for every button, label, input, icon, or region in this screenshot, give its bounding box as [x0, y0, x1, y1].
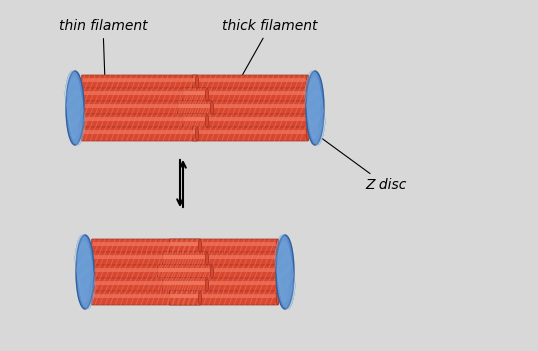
FancyBboxPatch shape [179, 104, 307, 108]
Ellipse shape [276, 291, 279, 305]
Ellipse shape [307, 77, 321, 139]
Ellipse shape [76, 235, 94, 309]
Ellipse shape [306, 127, 309, 140]
FancyBboxPatch shape [159, 268, 277, 272]
Ellipse shape [277, 240, 291, 304]
FancyBboxPatch shape [83, 91, 206, 95]
FancyBboxPatch shape [82, 75, 197, 89]
Ellipse shape [306, 71, 324, 145]
FancyBboxPatch shape [162, 252, 278, 266]
Ellipse shape [206, 114, 209, 127]
FancyBboxPatch shape [194, 130, 307, 134]
FancyBboxPatch shape [169, 291, 278, 305]
Ellipse shape [306, 75, 309, 88]
FancyBboxPatch shape [93, 294, 199, 298]
Ellipse shape [247, 98, 252, 118]
FancyBboxPatch shape [93, 255, 206, 259]
FancyBboxPatch shape [83, 78, 196, 82]
FancyBboxPatch shape [169, 239, 278, 253]
Ellipse shape [210, 265, 214, 278]
Ellipse shape [306, 114, 309, 127]
FancyBboxPatch shape [93, 281, 206, 285]
Ellipse shape [276, 278, 279, 291]
FancyBboxPatch shape [82, 127, 197, 141]
Ellipse shape [276, 252, 279, 265]
FancyBboxPatch shape [193, 127, 308, 141]
FancyBboxPatch shape [164, 281, 277, 285]
Ellipse shape [195, 75, 199, 88]
FancyBboxPatch shape [158, 265, 278, 279]
FancyBboxPatch shape [91, 265, 213, 279]
FancyBboxPatch shape [141, 266, 229, 272]
FancyBboxPatch shape [182, 114, 308, 128]
Ellipse shape [306, 88, 309, 101]
Ellipse shape [138, 262, 143, 282]
Ellipse shape [206, 88, 209, 101]
FancyBboxPatch shape [91, 291, 201, 305]
Ellipse shape [276, 235, 294, 309]
Ellipse shape [228, 262, 232, 282]
FancyBboxPatch shape [82, 88, 208, 102]
FancyBboxPatch shape [91, 239, 201, 253]
FancyBboxPatch shape [93, 242, 199, 246]
Ellipse shape [66, 71, 84, 145]
FancyBboxPatch shape [183, 91, 307, 95]
Ellipse shape [306, 101, 309, 114]
Ellipse shape [206, 252, 209, 265]
Ellipse shape [206, 278, 209, 291]
FancyBboxPatch shape [171, 242, 277, 246]
FancyBboxPatch shape [93, 268, 211, 272]
FancyBboxPatch shape [91, 252, 208, 266]
FancyBboxPatch shape [178, 101, 308, 115]
FancyBboxPatch shape [183, 117, 307, 121]
FancyBboxPatch shape [83, 117, 206, 121]
FancyBboxPatch shape [162, 278, 278, 292]
Ellipse shape [138, 98, 143, 118]
FancyBboxPatch shape [139, 261, 231, 283]
FancyBboxPatch shape [82, 101, 213, 115]
Ellipse shape [67, 77, 80, 139]
FancyBboxPatch shape [83, 130, 196, 134]
Ellipse shape [199, 239, 202, 252]
FancyBboxPatch shape [82, 114, 208, 128]
FancyBboxPatch shape [83, 104, 211, 108]
Ellipse shape [276, 239, 279, 252]
FancyBboxPatch shape [139, 97, 251, 119]
Ellipse shape [77, 240, 90, 304]
Text: Z disc: Z disc [322, 139, 406, 192]
Ellipse shape [210, 101, 214, 114]
FancyBboxPatch shape [164, 255, 277, 259]
Text: thin filament: thin filament [59, 19, 147, 79]
FancyBboxPatch shape [182, 88, 308, 102]
FancyBboxPatch shape [141, 102, 249, 108]
FancyBboxPatch shape [194, 78, 307, 82]
Ellipse shape [199, 291, 202, 305]
FancyBboxPatch shape [171, 294, 277, 298]
FancyBboxPatch shape [91, 278, 208, 292]
Ellipse shape [276, 265, 279, 278]
Ellipse shape [195, 127, 199, 140]
FancyBboxPatch shape [193, 75, 308, 89]
Text: thick filament: thick filament [222, 19, 318, 94]
